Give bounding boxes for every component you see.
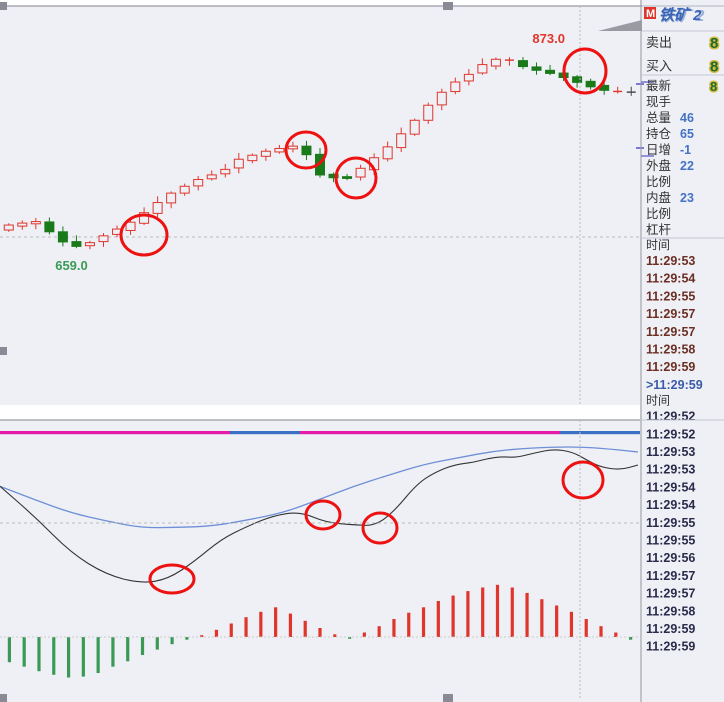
svg-text:M: M <box>646 8 655 20</box>
svg-text:外盘: 外盘 <box>646 158 671 173</box>
svg-text:8: 8 <box>710 79 717 94</box>
svg-text:持仓: 持仓 <box>646 126 672 141</box>
svg-text:11:29:58: 11:29:58 <box>646 604 695 618</box>
svg-text:最新: 最新 <box>646 78 671 93</box>
svg-text:时间: 时间 <box>646 238 670 252</box>
svg-text:买入: 买入 <box>646 59 672 74</box>
svg-text:卖出: 卖出 <box>646 35 672 50</box>
svg-text:11:29:53: 11:29:53 <box>646 254 695 268</box>
svg-text:873.0: 873.0 <box>532 31 565 46</box>
svg-text:-1: -1 <box>680 143 691 157</box>
svg-text:11:29:55: 11:29:55 <box>646 289 695 303</box>
svg-text:11:29:59: 11:29:59 <box>646 640 695 654</box>
svg-text:杠杆: 杠杆 <box>646 222 672 237</box>
svg-text:659.0: 659.0 <box>55 258 88 273</box>
svg-text:11:29:57: 11:29:57 <box>646 587 695 601</box>
svg-text:总量: 总量 <box>646 111 671 125</box>
svg-text:11:29:57: 11:29:57 <box>646 307 695 321</box>
svg-text:11:29:56: 11:29:56 <box>646 551 695 565</box>
svg-text:65: 65 <box>680 127 694 141</box>
svg-text:比例: 比例 <box>646 175 671 189</box>
svg-text:铁矿 2: 铁矿 2 <box>659 6 702 24</box>
svg-text:8: 8 <box>710 59 718 76</box>
svg-text:内盘: 内盘 <box>646 190 671 205</box>
svg-text:11:29:55: 11:29:55 <box>646 534 695 548</box>
svg-text:11:29:57: 11:29:57 <box>646 325 695 339</box>
svg-text:现手: 现手 <box>646 95 671 109</box>
svg-text:11:29:53: 11:29:53 <box>646 463 695 477</box>
svg-text:11:29:54: 11:29:54 <box>646 498 695 512</box>
svg-text:时间: 时间 <box>646 394 670 408</box>
svg-text:11:29:57: 11:29:57 <box>646 569 695 583</box>
svg-text:>11:29:59: >11:29:59 <box>646 378 703 392</box>
svg-text:11:29:54: 11:29:54 <box>646 480 695 494</box>
svg-text:11:29:59: 11:29:59 <box>646 622 695 636</box>
svg-text:8: 8 <box>710 35 718 52</box>
svg-text:11:29:55: 11:29:55 <box>646 516 695 530</box>
svg-text:日增: 日增 <box>646 142 671 157</box>
svg-text:46: 46 <box>680 111 694 125</box>
svg-text:11:29:52: 11:29:52 <box>646 410 695 424</box>
svg-text:11:29:53: 11:29:53 <box>646 445 695 459</box>
svg-text:11:29:59: 11:29:59 <box>646 360 695 374</box>
svg-text:11:29:58: 11:29:58 <box>646 343 695 357</box>
svg-text:23: 23 <box>680 191 694 205</box>
svg-text:11:29:54: 11:29:54 <box>646 272 695 286</box>
svg-text:22: 22 <box>680 159 694 173</box>
svg-text:11:29:52: 11:29:52 <box>646 427 695 441</box>
svg-text:比例: 比例 <box>646 207 671 221</box>
